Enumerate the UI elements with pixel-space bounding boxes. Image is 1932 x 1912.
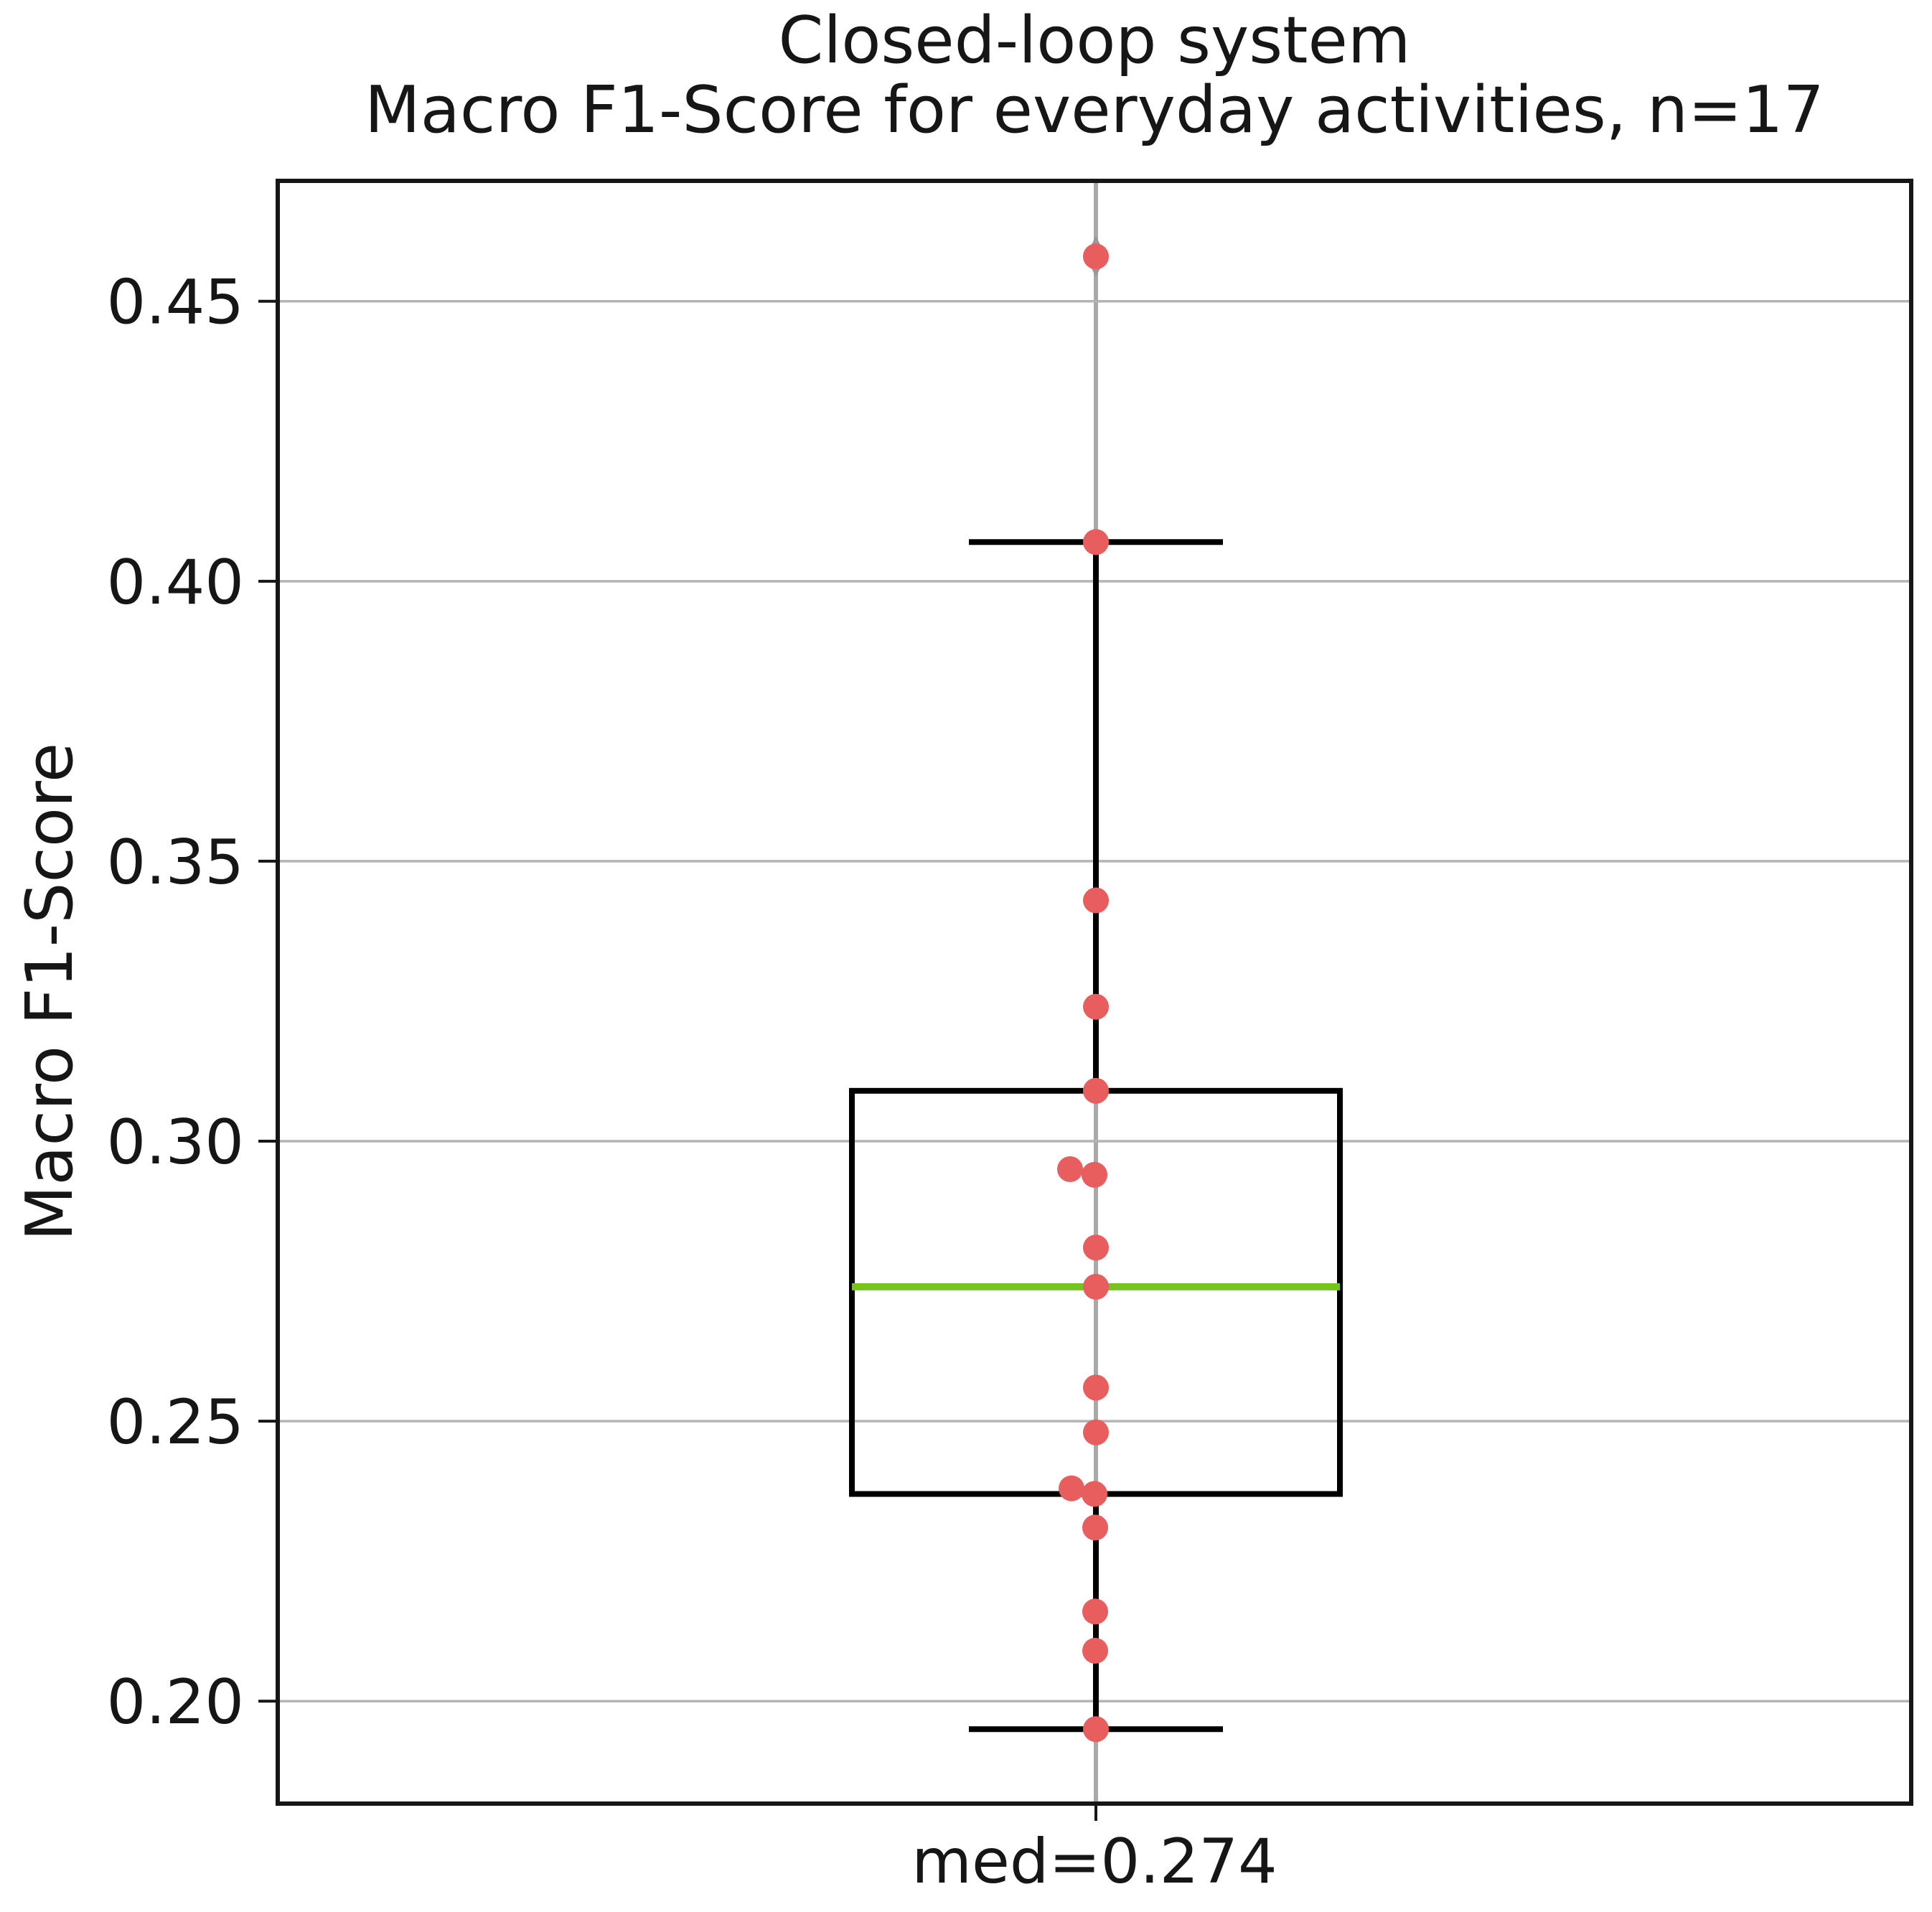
data-point-0.238	[1059, 1475, 1084, 1501]
chart-title: Closed-loop system Macro F1-Score for ev…	[278, 6, 1911, 145]
data-point-0.458	[1083, 243, 1109, 270]
data-point-0.294	[1082, 1161, 1107, 1188]
data-point-0.216	[1082, 1598, 1108, 1625]
data-point-0.343	[1083, 887, 1109, 914]
data-point-0.195	[1083, 1716, 1109, 1743]
y-tick-label-0.30: 0.30	[107, 1107, 244, 1178]
data-point-0.309	[1083, 1077, 1109, 1104]
chart-title-line1: Closed-loop system	[778, 3, 1411, 78]
y-tick-label-0.25: 0.25	[107, 1387, 244, 1458]
data-point-0.209	[1082, 1638, 1108, 1664]
data-point-0.324	[1083, 993, 1109, 1020]
data-point-0.256	[1083, 1374, 1109, 1401]
data-point-0.407	[1083, 529, 1109, 556]
data-point-0.231	[1082, 1514, 1108, 1541]
x-tick-label: med=0.274	[911, 1826, 1277, 1898]
y-axis-label: Macro F1-Score	[12, 743, 88, 1242]
y-tick-label-0.45: 0.45	[107, 267, 244, 339]
data-point-0.295	[1057, 1156, 1083, 1183]
data-point-0.237	[1082, 1481, 1107, 1507]
axes-spines	[276, 179, 1913, 1806]
y-tick-label-0.40: 0.40	[107, 547, 244, 619]
data-point-0.281	[1083, 1234, 1109, 1261]
data-point-0.274	[1083, 1273, 1109, 1300]
data-point-0.248	[1083, 1419, 1109, 1445]
y-tick-label-0.35: 0.35	[107, 827, 244, 899]
chart-title-line2: Macro F1-Score for everyday activities, …	[365, 72, 1824, 148]
y-tick-label-0.20: 0.20	[107, 1667, 244, 1738]
